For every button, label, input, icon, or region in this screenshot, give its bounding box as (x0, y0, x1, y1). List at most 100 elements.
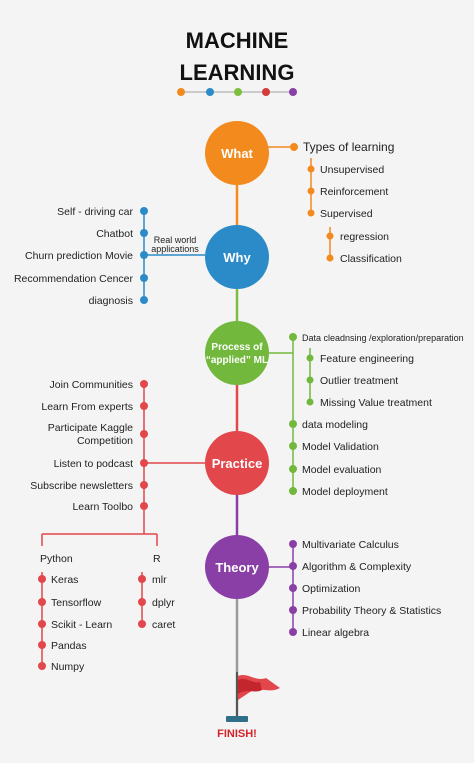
process-node: Process of “applied” ML (205, 321, 269, 385)
list-item: Classification (340, 253, 402, 265)
list-dot (140, 296, 148, 304)
list-item: Subscribe newsletters (30, 480, 133, 492)
list-dot (140, 380, 148, 388)
title-dot (289, 88, 297, 96)
list-dot (326, 254, 334, 262)
title-line1: MACHINE (186, 28, 289, 53)
list-item: Feature engineering (320, 353, 414, 365)
list-dot (307, 165, 315, 173)
list-dot (38, 575, 46, 583)
finish-label: FINISH! (217, 728, 257, 740)
title-dot (262, 88, 270, 96)
why-node-label: Why (223, 250, 251, 265)
why-node: Why (205, 225, 269, 289)
list-item: Multivariate Calculus (302, 539, 399, 551)
what-node: What (205, 121, 269, 185)
what-node-label: What (221, 146, 253, 161)
list-item: Reinforcement (320, 186, 388, 198)
list-dot (140, 459, 148, 467)
list-dot (326, 232, 334, 240)
list-dot (289, 487, 297, 495)
theory-branch: Multivariate Calculus Algorithm & Comple… (268, 539, 441, 639)
list-item: Listen to podcast (54, 458, 133, 470)
theory-node-label: Theory (215, 560, 259, 575)
process-branch: Data cleadnsing /exploration/preparation… (268, 333, 464, 498)
finish-flag-icon (226, 672, 280, 722)
practice-node-label: Practice (212, 456, 263, 471)
branch-dot (290, 143, 298, 151)
list-item: Participate Kaggle (48, 422, 133, 434)
list-item: Self - driving car (57, 206, 133, 218)
list-item: Optimization (302, 583, 361, 595)
title-dot (234, 88, 242, 96)
types-of-learning-label: Types of learning (303, 140, 394, 154)
list-item: Model deployment (302, 486, 388, 498)
title-line2: LEARNING (180, 60, 295, 85)
list-dot (140, 502, 148, 510)
what-branch: Types of learning Unsupervised Reinforce… (268, 140, 402, 265)
list-dot (38, 620, 46, 628)
list-item: Churn prediction Movie (25, 250, 133, 262)
list-item: Competition (77, 435, 133, 447)
list-dot (289, 465, 297, 473)
list-dot (140, 430, 148, 438)
list-item: Probability Theory & Statistics (302, 605, 441, 617)
title-dot (206, 88, 214, 96)
process-node-label: “applied” ML (206, 355, 268, 366)
list-item: Scikit - Learn (51, 619, 112, 631)
list-item: Algorithm & Complexity (302, 561, 412, 573)
list-dot (138, 575, 146, 583)
practice-node: Practice (205, 431, 269, 495)
connector-label: applications (151, 244, 199, 254)
list-item: dplyr (152, 597, 175, 609)
list-item: data modeling (302, 419, 368, 431)
list-dot (307, 209, 315, 217)
list-dot (38, 598, 46, 606)
list-item: Chatbot (96, 228, 133, 240)
list-dot (289, 442, 297, 450)
process-node-label: Process of (211, 342, 263, 353)
python-label: Python (40, 553, 73, 565)
list-item: Linear algebra (302, 627, 369, 639)
list-dot (306, 398, 314, 406)
list-dot (307, 187, 315, 195)
list-dot (289, 420, 297, 428)
list-dot (306, 376, 314, 384)
list-dot (140, 251, 148, 259)
list-dot (289, 584, 297, 592)
list-item: Model evaluation (302, 464, 382, 476)
list-dot (306, 354, 314, 362)
list-dot (289, 333, 297, 341)
why-branch: Self - driving car Chatbot Churn predict… (14, 206, 205, 307)
list-dot (289, 562, 297, 570)
list-item: Model Validation (302, 441, 379, 453)
list-item: Outlier treatment (320, 375, 398, 387)
list-item: Tensorflow (51, 597, 102, 609)
theory-node: Theory (205, 535, 269, 599)
list-item: Supervised (320, 208, 373, 220)
list-item: Learn Toolbo (72, 501, 133, 513)
list-dot (138, 598, 146, 606)
connector-label: Real world (154, 235, 197, 245)
list-item: Data cleadnsing /exploration/preparation (302, 333, 464, 343)
list-dot (140, 207, 148, 215)
list-dot (140, 274, 148, 282)
list-dot (138, 620, 146, 628)
r-label: R (153, 553, 161, 565)
list-dot (140, 402, 148, 410)
list-item: Missing Value treatment (320, 397, 432, 409)
practice-branch: Join Communities Learn From experts Part… (30, 379, 205, 546)
list-dot (289, 540, 297, 548)
list-dot (140, 229, 148, 237)
title-dots (177, 88, 297, 96)
list-item: Numpy (51, 661, 85, 673)
title-dot (177, 88, 185, 96)
list-item: regression (340, 231, 389, 243)
list-dot (289, 628, 297, 636)
list-item: Keras (51, 574, 78, 586)
list-dot (289, 606, 297, 614)
list-dot (38, 662, 46, 670)
python-tools: Python Keras Tensorflow Scikit - Learn P… (38, 553, 112, 673)
list-dot (38, 641, 46, 649)
